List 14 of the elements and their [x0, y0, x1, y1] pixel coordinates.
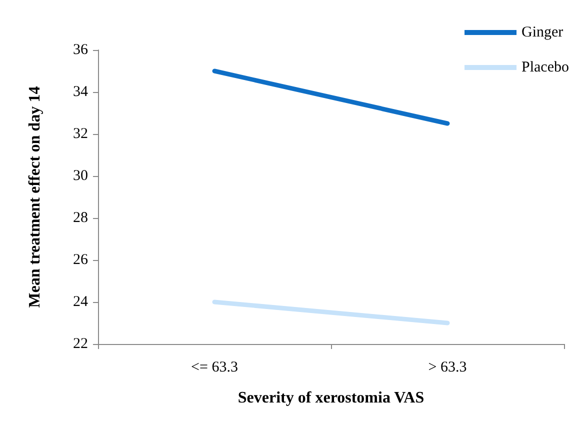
y-tick-label: 22: [73, 336, 88, 352]
y-tick-label: 30: [73, 168, 88, 184]
x-tick-label: > 63.3: [428, 360, 467, 376]
legend-label: Placebo: [522, 60, 569, 76]
y-tick-label: 24: [73, 294, 88, 310]
y-tick-label: 28: [73, 210, 88, 226]
x-tick-label: <= 63.3: [191, 360, 238, 376]
y-tick-label: 32: [73, 126, 88, 142]
y-tick-label: 34: [73, 84, 88, 100]
legend-label: Ginger: [522, 24, 564, 40]
x-axis-title: Severity of xerostomia VAS: [238, 390, 424, 406]
y-tick-label: 36: [73, 42, 88, 58]
y-axis-title: Mean treatment effect on day 14: [26, 86, 44, 308]
y-tick-label: 26: [73, 252, 88, 268]
